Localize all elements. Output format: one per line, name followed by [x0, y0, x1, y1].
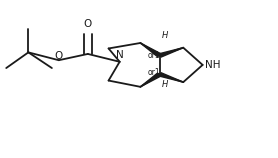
Text: NH: NH: [205, 60, 220, 70]
Text: H: H: [162, 80, 168, 89]
Polygon shape: [158, 73, 183, 82]
Polygon shape: [158, 48, 183, 57]
Text: or1: or1: [147, 51, 160, 60]
Polygon shape: [140, 73, 162, 87]
Text: or1: or1: [147, 68, 160, 77]
Text: O: O: [84, 19, 92, 29]
Text: N: N: [116, 50, 123, 60]
Text: H: H: [162, 31, 168, 40]
Text: O: O: [55, 51, 63, 61]
Polygon shape: [140, 43, 162, 57]
